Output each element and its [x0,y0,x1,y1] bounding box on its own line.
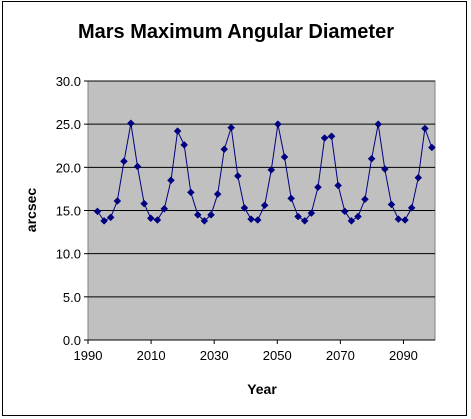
data-point [294,212,302,221]
data-point [320,134,329,142]
data-point [287,194,296,203]
data-point [146,214,155,223]
data-point [407,204,416,212]
data-point [213,190,222,198]
data-point [207,210,215,219]
x-tick-label: 2090 [389,348,418,363]
data-point [253,216,262,224]
x-tick-label: 1990 [74,348,103,363]
data-point [327,132,336,141]
data-point [93,207,102,216]
series-markers [93,119,436,225]
x-axis-label: Year [247,381,277,397]
data-point [120,157,128,166]
data-point [394,215,403,223]
data-point [380,165,389,173]
data-point [233,172,242,180]
x-tick-label: 2050 [263,348,292,363]
y-tick-label: 15.0 [56,204,81,219]
y-axis-ticks: 0.0 5.0 10.0 15.0 20.0 25.0 30.0 [56,74,88,348]
data-point [186,188,195,197]
data-point [334,181,343,190]
x-tick-label: 2010 [137,348,166,363]
data-point [267,166,276,174]
data-point [307,209,316,217]
data-point [140,199,149,208]
data-point [340,207,349,216]
data-point [280,153,289,161]
y-tick-label: 20.0 [56,160,81,175]
x-tick-label: 2070 [326,348,355,363]
y-tick-label: 30.0 [56,74,81,89]
data-point [153,216,162,224]
data-point [421,124,429,133]
data-point [401,216,409,224]
data-point [240,204,249,212]
data-point [427,143,436,152]
data-point [200,217,209,225]
data-point [260,201,269,210]
data-point [247,215,255,223]
data-point [354,212,362,221]
data-point [180,141,189,149]
data-point [347,217,356,225]
chart-title: Mars Maximum Angular Diameter [78,21,394,43]
data-point [133,162,142,171]
y-tick-label: 5.0 [63,290,81,305]
data-point [173,127,182,135]
data-point [160,204,169,213]
x-axis-ticks: 1990 2010 2030 2050 2070 2090 [74,340,418,363]
data-point [414,173,423,182]
data-point [361,195,369,204]
data-point [274,120,282,129]
data-point [106,213,115,222]
y-tick-label: 10.0 [56,247,81,262]
data-point [193,210,202,219]
data-point [127,119,135,128]
data-point [367,154,376,163]
data-point [167,176,175,185]
data-point [100,217,108,225]
data-point [314,183,322,192]
data-point [387,200,396,209]
y-tick-label: 25.0 [56,117,81,132]
x-tick-label: 2030 [200,348,229,363]
data-point [227,123,236,132]
data-point [300,217,309,225]
y-axis-label: arcsec [23,188,39,233]
data-point [374,120,383,129]
data-point [113,197,122,205]
y-tick-label: 0.0 [63,333,81,348]
data-point [220,145,229,154]
